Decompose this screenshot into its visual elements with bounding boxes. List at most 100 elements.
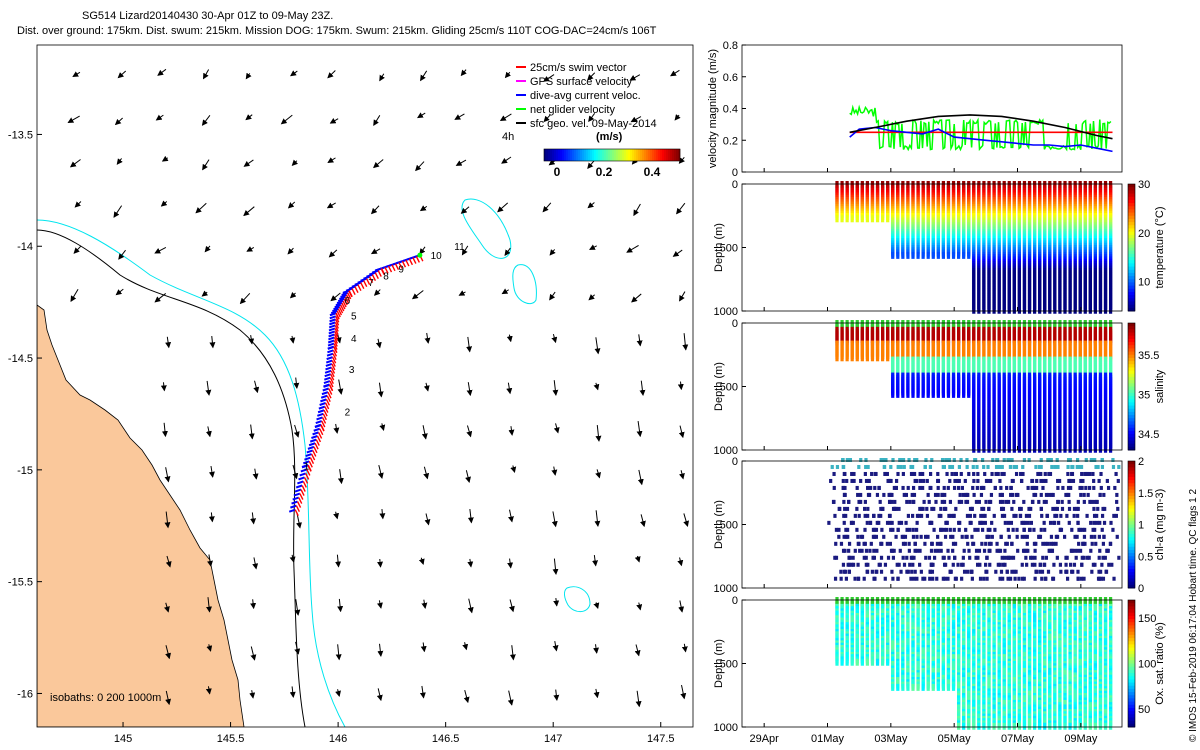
track-day-label: 6 — [345, 296, 351, 307]
profile-sample — [972, 307, 975, 314]
colorbar-cell — [658, 149, 660, 161]
profile-colorbar-cell — [1128, 187, 1135, 191]
profile-sample — [861, 354, 864, 361]
colorbar-cell — [666, 149, 668, 161]
track-day-label: 11 — [454, 242, 465, 253]
profile-sample — [1038, 446, 1041, 453]
profile-sample — [911, 252, 914, 259]
profile-sample — [1043, 307, 1046, 314]
colorbar-cell — [600, 149, 602, 161]
profile-sample — [886, 354, 889, 361]
colorbar-cell — [672, 149, 674, 161]
colorbar-cell — [620, 149, 622, 161]
profile-colorbar-cell — [1128, 276, 1135, 280]
map-x-tick-label: 147 — [544, 733, 562, 745]
profile-colorbar-cell — [1128, 305, 1135, 309]
profile-sample — [835, 215, 838, 222]
track-day-label: 9 — [398, 265, 404, 276]
colorbar-cell — [588, 149, 590, 161]
profile-colorbar-cell — [1128, 289, 1135, 293]
colorbar-cell — [630, 149, 632, 161]
profile-sample — [871, 354, 874, 361]
profile-sample — [1104, 307, 1107, 314]
profile-sample — [1089, 446, 1092, 453]
colorbar-cell — [676, 149, 678, 161]
profile-sample — [901, 252, 904, 259]
profile-colorbar-cell — [1128, 273, 1135, 277]
colorbar-cell — [610, 149, 612, 161]
profile-sample — [1003, 307, 1006, 314]
profile-colorbar-label: temperature (°C) — [1154, 206, 1166, 288]
colorbar-cell — [626, 149, 628, 161]
profile-sample — [846, 215, 849, 222]
profile-sample — [881, 354, 884, 361]
colorbar-cell — [554, 149, 556, 161]
colorbar-cell — [566, 149, 568, 161]
profile-sample — [1074, 307, 1077, 314]
profile-colorbar-cell — [1128, 209, 1135, 213]
colorbar-cell — [670, 149, 672, 161]
map-x-tick-label: 146.5 — [432, 733, 460, 745]
profile-colorbar-cell — [1128, 286, 1135, 290]
colorbar-cell — [614, 149, 616, 161]
profile-sample — [1008, 446, 1011, 453]
profile-sample — [998, 307, 1001, 314]
colorbar-cell — [572, 149, 574, 161]
profile-sample — [972, 446, 975, 453]
profile-sample — [998, 446, 1001, 453]
profile-colorbar-cell — [1128, 206, 1135, 210]
map-y-tick-label: -13.5 — [8, 129, 33, 141]
profile-sample — [932, 391, 935, 398]
profile-colorbar-cell — [1128, 257, 1135, 261]
colorbar-tick-label: 0.2 — [596, 165, 613, 179]
profile-sample — [977, 307, 980, 314]
colorbar-cell — [608, 149, 610, 161]
velocity-panel: 00.20.40.60.8velocity magnitude (m/s) — [707, 40, 1122, 179]
colorbar-cell — [590, 149, 592, 161]
profile-sample — [1099, 307, 1102, 314]
colorbar-unit: (m/s) — [596, 131, 623, 143]
profile-colorbar-cell — [1128, 197, 1135, 201]
profile-sample — [992, 307, 995, 314]
colorbar-cell — [576, 149, 578, 161]
colorbar-cell — [648, 149, 650, 161]
profile-panel-2: 05001000Depth (m)34.53535.5salinity — [713, 318, 1166, 457]
profile-sample — [947, 391, 950, 398]
legend-label: dive-avg current veloc. — [530, 90, 641, 102]
profile-sample — [846, 354, 849, 361]
profile-sample — [1023, 446, 1026, 453]
colorbar-tick-label: 0 — [554, 165, 561, 179]
profile-colorbar-cell — [1128, 219, 1135, 223]
colorbar-cell — [612, 149, 614, 161]
colorbar-cell — [602, 149, 604, 161]
profile-colorbar-cell — [1128, 267, 1135, 271]
legend-label: 25cm/s swim vector — [530, 62, 627, 74]
profile-sample — [1043, 446, 1046, 453]
colorbar-cell — [652, 149, 654, 161]
profile-sample — [851, 215, 854, 222]
profile-sample — [840, 215, 843, 222]
profile-colorbar-cell — [1128, 228, 1135, 232]
colorbar-cell — [552, 149, 554, 161]
profile-colorbar-cell — [1128, 213, 1135, 217]
profile-sample — [932, 252, 935, 259]
glider-end-point — [417, 253, 422, 258]
velocity-y-label: velocity magnitude (m/s) — [707, 49, 719, 168]
profile-sample — [922, 391, 925, 398]
profile-sample — [1058, 307, 1061, 314]
profile-sample — [896, 252, 899, 259]
profile-sample — [962, 391, 965, 398]
map-x-tick-label: 145.5 — [217, 733, 245, 745]
map-x-tick-label: 147.5 — [647, 733, 675, 745]
colorbar-cell — [596, 149, 598, 161]
colorbar-cell — [560, 149, 562, 161]
map-y-tick-label: -15 — [17, 465, 33, 477]
profile-sample — [1094, 307, 1097, 314]
colorbar-cell — [604, 149, 606, 161]
profile-colorbar-cell — [1128, 222, 1135, 226]
profile-colorbar-cell — [1128, 248, 1135, 252]
colorbar-cell — [662, 149, 664, 161]
colorbar-cell — [582, 149, 584, 161]
colorbar-cell — [654, 149, 656, 161]
track-day-label: 8 — [383, 271, 389, 282]
